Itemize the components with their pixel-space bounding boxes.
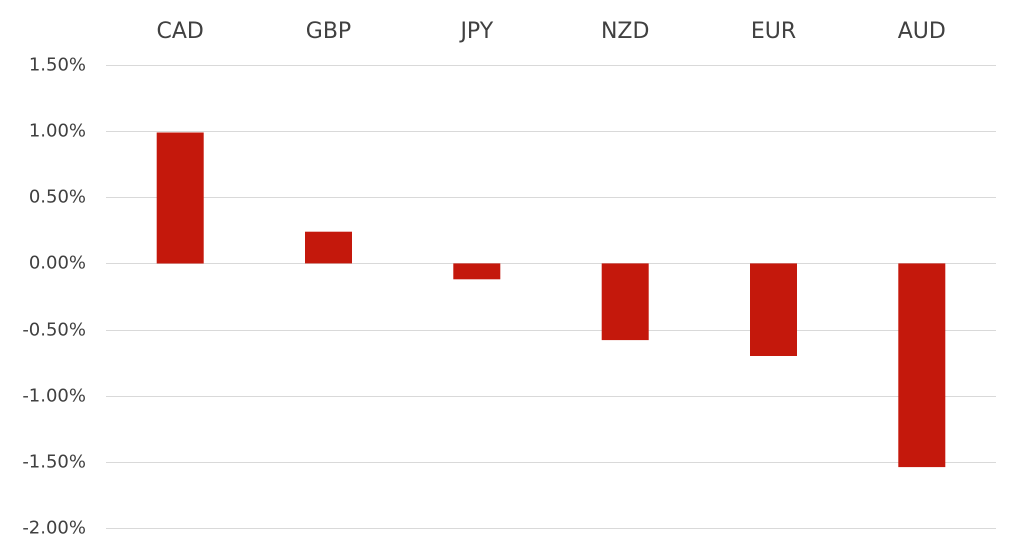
category-label-cad: CAD (157, 19, 204, 44)
bar-aud (898, 263, 946, 468)
y-tick-label: 0.50% (29, 187, 86, 208)
category-label-gbp: GBP (306, 19, 351, 44)
y-tick-label: -1.00% (22, 386, 86, 407)
category-labels: CAD GBP JPY NZD EUR AUD (157, 19, 946, 44)
bar-gbp (305, 231, 352, 264)
y-tick-label: 1.50% (29, 55, 86, 76)
bar-cad (156, 132, 204, 264)
gridlines (106, 65, 996, 529)
bars (156, 132, 946, 468)
y-tick-label: 0.00% (29, 253, 86, 274)
category-label-nzd: NZD (601, 19, 649, 44)
category-label-jpy: JPY (458, 19, 493, 44)
bar-eur (750, 263, 797, 356)
y-tick-label: -2.00% (22, 518, 86, 539)
y-axis-tick-labels: 1.50% 1.00% 0.50% 0.00% -0.50% -1.00% -1.50% -2… (22, 55, 86, 539)
bar-nzd (601, 263, 649, 341)
category-label-eur: EUR (751, 19, 796, 44)
y-tick-label: 1.00% (29, 121, 86, 142)
y-tick-label: -1.50% (22, 452, 86, 473)
bar-jpy (453, 263, 501, 280)
category-label-aud: AUD (898, 19, 946, 44)
y-tick-label: -0.50% (22, 320, 86, 341)
